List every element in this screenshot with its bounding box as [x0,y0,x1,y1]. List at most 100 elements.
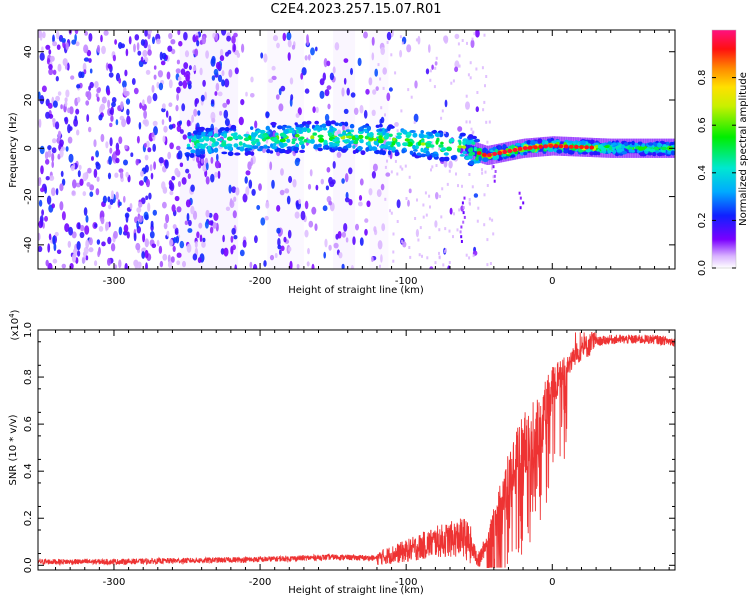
noise-blob [101,241,106,247]
noise-blob [227,49,232,55]
noise-blob [88,237,93,246]
noise-blob [88,58,92,63]
signal-blob [544,140,549,146]
noise-blob [166,230,170,237]
noise-blob [146,95,152,104]
noise-blob [350,67,353,76]
noise-blob [208,212,213,218]
signal-peak [522,146,528,151]
noise-blob [322,205,328,212]
noise-blob [64,101,68,107]
signal-blob [383,135,389,140]
noise-blob [146,178,150,188]
signal-blob [405,135,411,138]
noise-blob [94,81,99,89]
noise-dot [418,253,421,257]
noise-dot [469,76,472,80]
noise-blob [371,109,376,117]
noise-blob [125,98,131,105]
noise-blob [394,122,399,127]
noise-blob [110,243,116,252]
noise-blob [107,99,111,109]
x-tick-label: -100 [395,577,418,588]
noise-blob [109,147,113,154]
noise-dot [465,120,468,124]
signal-blob [597,144,604,149]
signal-blob [541,139,546,145]
signal-blob [368,137,375,141]
x-tick-label: 0 [549,276,555,287]
noise-blob [76,129,80,136]
signal-blob [523,151,528,156]
noise-blob [235,187,240,196]
x-tick-label: 0 [549,577,555,588]
noise-blob [269,161,273,171]
spectrogram-y-axis-title: Frequency (Hz) [8,112,19,188]
noise-blob [59,148,64,158]
noise-blob [52,100,58,108]
noise-dot [465,253,468,257]
noise-blob [200,94,205,102]
noise-blob [162,103,166,109]
noise-blob [89,68,93,74]
signal-peak [553,144,559,148]
noise-blob [76,84,81,89]
noise-blob [251,188,256,196]
noise-blob [219,48,224,57]
noise-blob [182,260,186,268]
signal-blob [294,133,300,138]
noise-blob [161,107,166,113]
noise-dot [429,78,432,82]
y-tick-label: 0.0 [23,557,34,573]
signal-blob [272,142,277,147]
signal-blob [253,132,258,137]
signal-blob [404,138,410,142]
noise-blob [163,125,168,133]
signal-blob [409,150,414,155]
noise-blob [149,231,155,239]
signal-blob [449,138,455,143]
noise-blob [233,235,238,240]
noise-dot [488,217,491,221]
noise-dot [448,164,451,168]
signal-band [475,146,478,157]
noise-blob [264,215,269,221]
streak-dot [463,196,466,200]
noise-blob [343,108,349,114]
noise-blob [165,110,169,118]
noise-blob [134,261,138,269]
noise-blob [115,157,120,164]
noise-blob [155,38,161,45]
colorbar-tick-label: 0.0 [697,260,708,276]
noise-blob [192,65,197,72]
noise-dot [486,140,489,144]
noise-blob [139,102,143,109]
noise-blob [402,241,407,248]
noise-blob [343,77,347,85]
noise-blob [105,221,110,231]
noise-blob [294,211,300,219]
noise-dot [407,88,410,92]
signal-blob [199,126,205,131]
noise-blob [168,124,174,130]
signal-blob [301,127,308,131]
noise-blob [40,218,44,228]
noise-blob [82,62,87,72]
noise-blob [51,203,55,209]
signal-blob [468,152,474,157]
noise-dot [405,197,408,200]
noise-dot [492,232,495,236]
noise-blob [205,209,210,218]
colorbar-tick-label: 0.4 [697,165,708,181]
noise-blob [82,172,88,182]
noise-blob [109,137,113,147]
signal-blob [224,145,228,150]
noise-blob [345,237,349,243]
x-tick-label: -300 [103,276,126,287]
noise-blob [107,172,112,180]
signal-blob [661,146,667,151]
signal-peak [533,145,538,150]
